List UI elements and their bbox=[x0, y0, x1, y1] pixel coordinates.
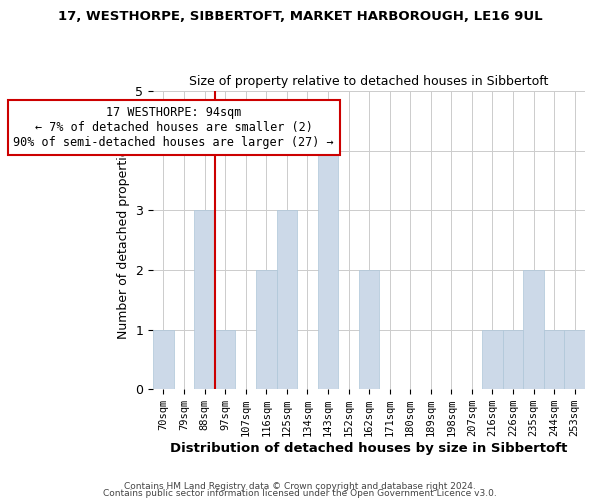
Bar bbox=[215, 330, 235, 389]
Title: Size of property relative to detached houses in Sibbertoft: Size of property relative to detached ho… bbox=[190, 76, 549, 88]
Bar bbox=[317, 150, 338, 389]
Text: 17, WESTHORPE, SIBBERTOFT, MARKET HARBOROUGH, LE16 9UL: 17, WESTHORPE, SIBBERTOFT, MARKET HARBOR… bbox=[58, 10, 542, 23]
Bar bbox=[194, 210, 215, 389]
Text: Contains HM Land Registry data © Crown copyright and database right 2024.: Contains HM Land Registry data © Crown c… bbox=[124, 482, 476, 491]
Text: Contains public sector information licensed under the Open Government Licence v3: Contains public sector information licen… bbox=[103, 490, 497, 498]
Bar bbox=[503, 330, 523, 389]
Bar bbox=[544, 330, 565, 389]
Y-axis label: Number of detached properties: Number of detached properties bbox=[117, 142, 130, 338]
Bar bbox=[565, 330, 585, 389]
Bar bbox=[482, 330, 503, 389]
Bar bbox=[256, 270, 277, 389]
Bar bbox=[277, 210, 297, 389]
Bar bbox=[523, 270, 544, 389]
Bar bbox=[359, 270, 379, 389]
Bar bbox=[153, 330, 174, 389]
X-axis label: Distribution of detached houses by size in Sibbertoft: Distribution of detached houses by size … bbox=[170, 442, 568, 455]
Text: 17 WESTHORPE: 94sqm
← 7% of detached houses are smaller (2)
90% of semi-detached: 17 WESTHORPE: 94sqm ← 7% of detached hou… bbox=[13, 106, 334, 149]
